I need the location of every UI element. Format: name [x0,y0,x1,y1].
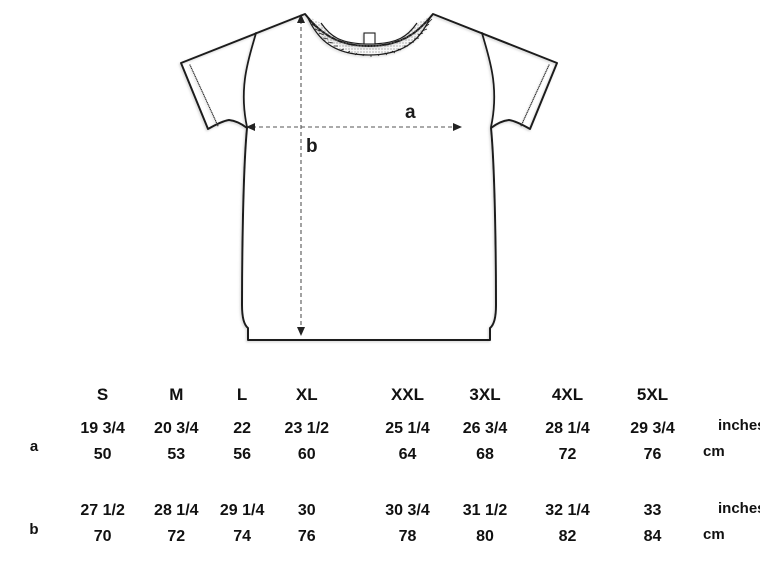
svg-text:b: b [306,136,318,157]
svg-text:a: a [405,102,416,123]
